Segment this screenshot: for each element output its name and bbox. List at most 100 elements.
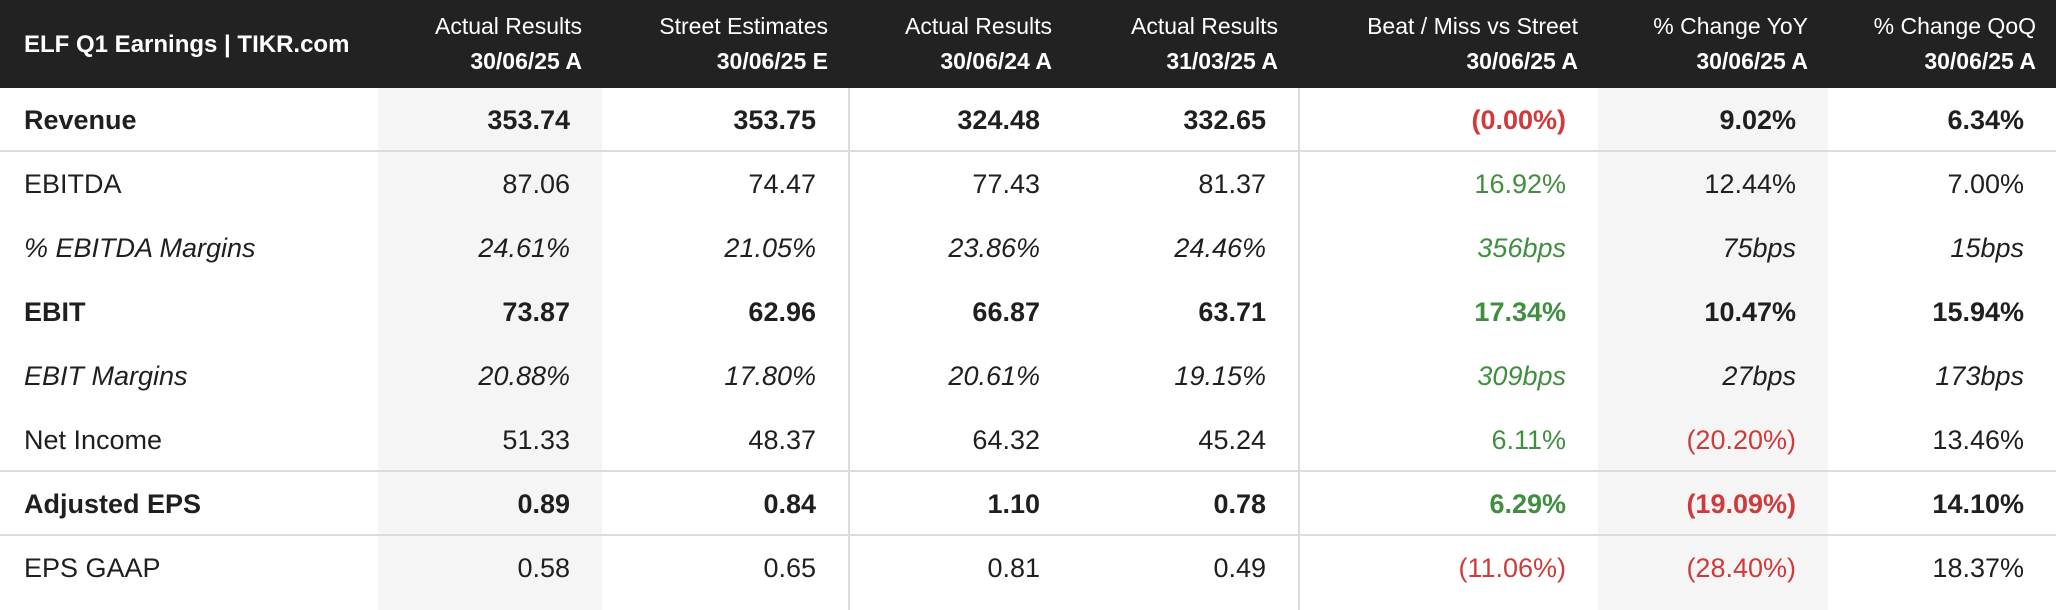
table-cell: (11.06%) xyxy=(1458,552,1566,583)
table-row: Net Income 51.33 48.37 64.32 45.24 6.11% (20.2… xyxy=(0,408,2056,472)
table-cell: 21.05% xyxy=(724,232,816,263)
table-cell: 324.48 xyxy=(957,104,1040,135)
table-row: Adjusted EPS 0.89 0.84 1.10 0.78 6.29% (19.09%… xyxy=(0,472,2056,536)
table-cell: 13.46% xyxy=(1932,424,2024,455)
table-cell: 309bps xyxy=(1477,360,1566,391)
column-header-label: Actual Results xyxy=(904,13,1052,39)
table-cell: 0.49 xyxy=(1213,552,1266,583)
table-cell: (19.09%) xyxy=(1686,488,1796,519)
column-header: Actual Results 31/03/25 A xyxy=(1072,0,1298,88)
table-cell: 353.75 xyxy=(733,104,816,135)
column-header-label: Street Estimates xyxy=(659,13,828,39)
table-cell: 6.11% xyxy=(1491,424,1566,455)
table-cell: (28.40%) xyxy=(1686,552,1796,583)
table-cell: 0.58 xyxy=(517,552,570,583)
column-header-label: Beat / Miss vs Street xyxy=(1367,13,1578,39)
table-cell: 75bps xyxy=(1722,232,1796,263)
table-row: EBIT 73.87 62.96 66.87 63.71 17.34% 10.47% 15.9… xyxy=(0,280,2056,344)
table-cell: 14.10% xyxy=(1932,488,2024,519)
table-cell: 0.65 xyxy=(763,552,816,583)
column-header-date: 30/06/25 A xyxy=(1696,48,1808,74)
table-cell: 17.34% xyxy=(1474,296,1566,327)
column-header-label: Actual Results xyxy=(434,13,582,39)
table-cell: 63.71 xyxy=(1198,296,1266,327)
table-cell: 356bps xyxy=(1477,232,1566,263)
table-row: % EBITDA Margins 24.61% 21.05% 23.86% 24.46%… xyxy=(0,216,2056,280)
row-divider xyxy=(0,534,2056,536)
table-row: EPS GAAP 0.58 0.65 0.81 0.49 (11.06%) (28.40%)… xyxy=(0,536,2056,600)
table-cell: 64.32 xyxy=(972,424,1040,455)
table-cell: 353.74 xyxy=(487,104,570,135)
column-header-label: % Change YoY xyxy=(1653,13,1808,39)
table-cell: 23.86% xyxy=(948,232,1040,263)
column-header: Street Estimates 30/06/25 E xyxy=(602,0,848,88)
column-header-date: 30/06/25 E xyxy=(716,48,828,74)
row-label: EBITDA xyxy=(24,168,122,199)
column-header-date: 30/06/25 A xyxy=(470,48,582,74)
table-cell: (0.00%) xyxy=(1471,104,1566,135)
table-cell: 7.00% xyxy=(1947,168,2024,199)
column-header: Beat / Miss vs Street 30/06/25 A xyxy=(1298,0,1598,88)
table-row: Revenue 353.74 353.75 324.48 332.65 (0.00%) 9.… xyxy=(0,88,2056,152)
table-cell: 66.87 xyxy=(972,296,1040,327)
table-cell: 18.37% xyxy=(1932,552,2024,583)
table-cell: 332.65 xyxy=(1183,104,1266,135)
table-cell: 27bps xyxy=(1722,360,1796,391)
yoy-column-shade xyxy=(1598,88,1828,610)
table-cell: 19.15% xyxy=(1174,360,1266,391)
column-header-label: % Change QoQ xyxy=(1873,13,2036,39)
column-header-label: Actual Results xyxy=(1130,13,1278,39)
row-label: Net Income xyxy=(24,424,163,455)
table-row: EBITDA 87.06 74.47 77.43 81.37 16.92% 12.44% 7.… xyxy=(0,152,2056,216)
table-cell: 62.96 xyxy=(748,296,816,327)
table-cell: 20.61% xyxy=(948,360,1040,391)
table-cell: 6.29% xyxy=(1489,488,1566,519)
column-header: Actual Results 30/06/24 A xyxy=(848,0,1072,88)
table-cell: 81.37 xyxy=(1198,168,1266,199)
table-cell: 6.34% xyxy=(1947,104,2024,135)
column-header-date: 30/06/25 A xyxy=(1466,48,1578,74)
table-cell: 48.37 xyxy=(748,424,816,455)
table-cell: 51.33 xyxy=(502,424,570,455)
column-header: % Change QoQ 30/06/25 A xyxy=(1828,0,2056,88)
table-cell: 10.47% xyxy=(1704,296,1796,327)
row-label: % EBITDA Margins xyxy=(24,232,256,263)
table-cell: 74.47 xyxy=(748,168,816,199)
column-divider xyxy=(848,88,850,610)
table-cell: 87.06 xyxy=(502,168,570,199)
table-title: ELF Q1 Earnings | TIKR.com xyxy=(24,30,350,58)
row-divider xyxy=(0,470,2056,472)
column-header: Actual Results 30/06/25 A xyxy=(378,0,602,88)
table-cell: (20.20%) xyxy=(1686,424,1796,455)
table-cell: 20.88% xyxy=(478,360,570,391)
table-cell: 1.10 xyxy=(987,488,1040,519)
table-cell: 15.94% xyxy=(1932,296,2024,327)
row-label: Adjusted EPS xyxy=(24,488,202,519)
table-cell: 173bps xyxy=(1935,360,2024,391)
table-cell: 45.24 xyxy=(1198,424,1266,455)
column-header-date: 30/06/24 A xyxy=(940,48,1052,74)
table-cell: 16.92% xyxy=(1474,168,1566,199)
table-cell: 24.61% xyxy=(478,232,570,263)
table-cell: 15bps xyxy=(1950,232,2024,263)
column-divider xyxy=(1298,88,1300,610)
table-row: EBIT Margins 20.88% 17.80% 20.61% 19.15% 309b… xyxy=(0,344,2056,408)
table-cell: 77.43 xyxy=(972,168,1040,199)
table-cell: 0.89 xyxy=(517,488,570,519)
row-label: EBIT xyxy=(24,296,86,327)
table-cell: 24.46% xyxy=(1174,232,1266,263)
table-cell: 17.80% xyxy=(724,360,816,391)
column-header-date: 30/06/25 A xyxy=(1924,48,2036,74)
table-cell: 0.84 xyxy=(763,488,816,519)
row-label: EBIT Margins xyxy=(24,360,188,391)
table-cell: 0.81 xyxy=(987,552,1040,583)
table-cell: 73.87 xyxy=(502,296,570,327)
row-divider xyxy=(0,150,2056,152)
table-cell: 12.44% xyxy=(1704,168,1796,199)
table-cell: 0.78 xyxy=(1213,488,1266,519)
column-header-date: 31/03/25 A xyxy=(1166,48,1278,74)
table-body: Revenue 353.74 353.75 324.48 332.65 (0.00%) 9.… xyxy=(0,88,2056,600)
row-label: EPS GAAP xyxy=(24,552,161,583)
